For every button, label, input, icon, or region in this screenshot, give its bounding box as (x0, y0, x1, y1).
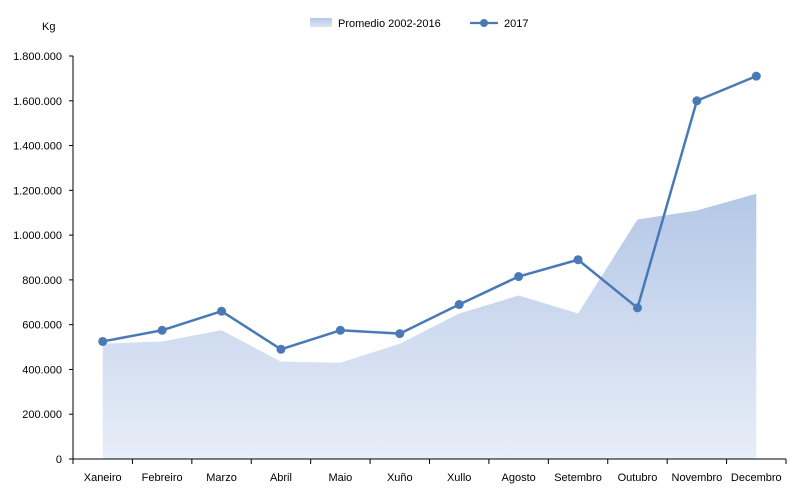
point-2017 (395, 329, 405, 339)
y-tick-label: 200.000 (22, 409, 62, 421)
y-tick-label: 600.000 (22, 320, 62, 332)
x-tick-label: Febreiro (142, 472, 183, 484)
y-tick-label: 1.400.000 (13, 141, 62, 153)
legend-label-line: 2017 (504, 18, 528, 30)
point-2017 (276, 344, 286, 354)
legend-swatch-marker (480, 19, 488, 27)
point-2017 (514, 272, 524, 282)
y-tick-label: 400.000 (22, 364, 62, 376)
y-tick-label: 1.600.000 (13, 96, 62, 108)
x-tick-label: Outubro (618, 472, 658, 484)
area-series (102, 193, 757, 460)
legend: Promedio 2002-2016 2017 (310, 18, 528, 30)
x-tick-label: Novembro (672, 472, 723, 484)
point-2017 (692, 96, 702, 106)
y-tick-label: 0 (56, 454, 62, 466)
x-tick-label: Abril (270, 472, 292, 484)
x-tick-label: Xullo (447, 472, 471, 484)
point-2017 (157, 325, 167, 335)
x-tick-label: Maio (328, 472, 352, 484)
x-tick-label: Marzo (206, 472, 237, 484)
x-tick-labels: Xaneiro Febreiro Marzo Abril Maio Xuño Xullo Ag… (84, 472, 782, 484)
legend-swatch-area (310, 18, 332, 27)
point-2017 (217, 306, 227, 316)
x-tick-label: Agosto (502, 472, 536, 484)
y-axis-title: Kg (42, 21, 55, 33)
y-tick-label: 1.200.000 (13, 185, 62, 197)
point-2017 (751, 71, 761, 81)
x-tick-label: Xuño (387, 472, 413, 484)
y-tick-label: 800.000 (22, 275, 62, 287)
x-tick-label: Decembro (731, 472, 782, 484)
point-2017 (632, 303, 642, 313)
legend-label-area: Promedio 2002-2016 (338, 18, 441, 30)
line-series (98, 71, 761, 354)
y-tick-label: 1.000.000 (13, 230, 62, 242)
y-tick-label: 1.800.000 (13, 51, 62, 63)
point-2017 (98, 336, 108, 346)
line-2017 (102, 74, 757, 351)
point-2017 (454, 300, 464, 310)
point-2017 (335, 325, 345, 335)
point-2017 (573, 255, 583, 265)
x-tick-label: Setembro (554, 472, 602, 484)
x-tick-label: Xaneiro (84, 472, 122, 484)
y-tick-labels: 0 200.000 400.000 600.000 800.000 1.000.000 1.… (13, 51, 62, 466)
axes (69, 55, 787, 464)
area-promedio (102, 193, 757, 460)
